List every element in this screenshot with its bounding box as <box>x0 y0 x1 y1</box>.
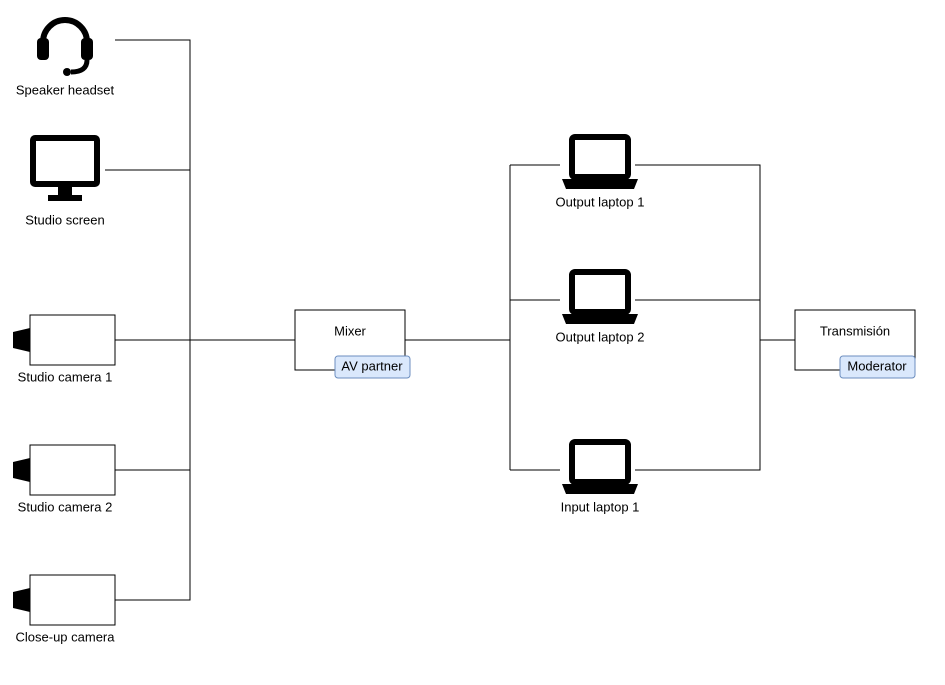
node-mixer: Mixer AV partner <box>295 310 410 378</box>
edges-group <box>105 40 795 600</box>
edge-out1-trans <box>635 165 760 340</box>
node-cam2: Studio camera 2 <box>13 445 115 515</box>
edge-cam2-bus <box>115 340 190 470</box>
laptop-icon <box>562 442 638 494</box>
headset-icon <box>37 20 93 76</box>
node-cam3: Close-up camera <box>13 575 115 645</box>
edge-out2-trans <box>635 300 760 340</box>
mixer-badge-label: AV partner <box>341 358 403 373</box>
headset-label: Speaker headset <box>16 83 115 98</box>
mixer-label: Mixer <box>334 323 366 338</box>
node-out1: Output laptop 1 <box>556 137 645 210</box>
screen-label: Studio screen <box>25 213 105 228</box>
out2-label: Output laptop 2 <box>556 330 645 345</box>
node-out2: Output laptop 2 <box>556 272 645 345</box>
cam1-label: Studio camera 1 <box>18 370 113 385</box>
cam3-label: Close-up camera <box>16 630 116 645</box>
node-headset: Speaker headset <box>16 20 115 98</box>
laptop-icon <box>562 137 638 189</box>
laptop-icon <box>562 272 638 324</box>
trans-label: Transmisión <box>820 323 890 338</box>
cam2-label: Studio camera 2 <box>18 500 113 515</box>
edge-screen-bus <box>105 170 190 340</box>
edge-headset-bus <box>115 40 190 340</box>
out1-label: Output laptop 1 <box>556 195 645 210</box>
node-cam1: Studio camera 1 <box>13 315 115 385</box>
node-trans: Transmisión Moderator <box>795 310 915 378</box>
camera-icon <box>13 575 115 625</box>
node-in1: Input laptop 1 <box>561 442 640 515</box>
edge-in1-trans <box>635 340 760 470</box>
diagram-canvas: Speaker headset Studio screen Studio cam… <box>0 0 945 685</box>
in1-label: Input laptop 1 <box>561 500 640 515</box>
trans-badge-label: Moderator <box>847 358 907 373</box>
node-screen: Studio screen <box>25 138 105 228</box>
monitor-icon <box>33 138 97 201</box>
camera-icon <box>13 445 115 495</box>
camera-icon <box>13 315 115 365</box>
